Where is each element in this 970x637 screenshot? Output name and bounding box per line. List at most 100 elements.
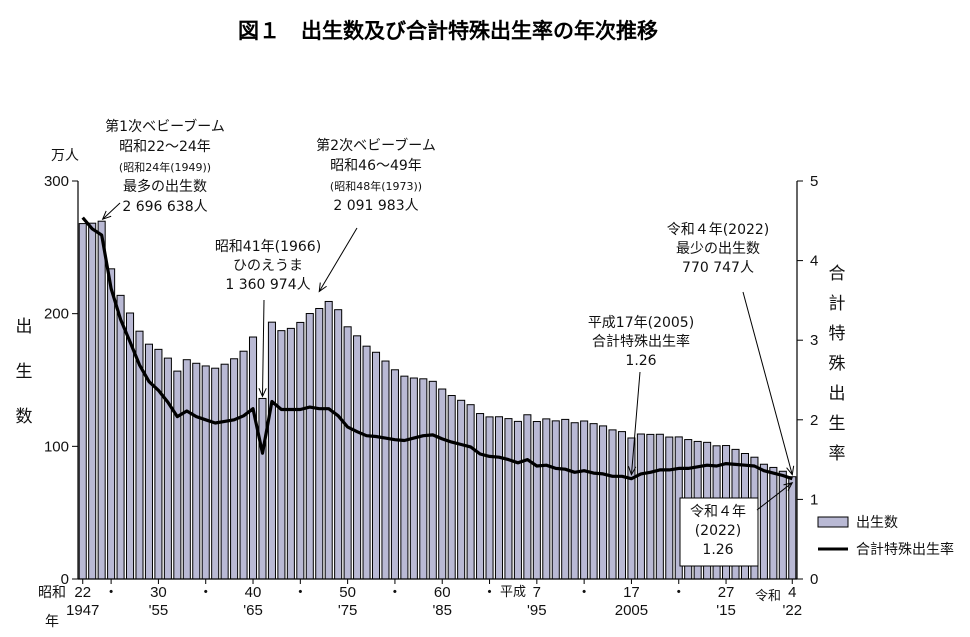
y-left-tick-label: 300 (44, 173, 69, 190)
bar-1999 (570, 422, 579, 580)
bar-1958 (182, 359, 191, 580)
bar-1961 (211, 367, 220, 580)
annotation-r4box: 令和４年 (2022) 1.26 (679, 497, 759, 567)
bar-2002 (599, 425, 608, 580)
y-right-tick-label: 5 (810, 173, 818, 190)
annotation-line: (昭和48年(1973)) (330, 179, 422, 193)
y-left-label-char: 生 (16, 362, 33, 382)
bar-1948 (88, 222, 97, 580)
bar-1952 (126, 312, 135, 580)
y-right-label-char: 率 (829, 444, 846, 464)
y-left-tick-label: 0 (61, 571, 69, 588)
annotation-line: 2 696 638人 (122, 199, 207, 215)
annotation-line: 令和４年 (690, 504, 746, 520)
bar-1966 (258, 397, 267, 580)
bar-2020 (769, 466, 778, 580)
annotation-line: 1 360 974人 (225, 277, 310, 293)
bar-1995 (532, 421, 541, 580)
y-right-label-char: 計 (829, 294, 846, 314)
arrow-head (101, 210, 112, 221)
era-heisei: 平成 (500, 585, 526, 600)
x-tick-label-era: ・ (671, 584, 686, 601)
arrow-head (318, 282, 327, 293)
bar-1963 (230, 358, 239, 580)
bar-1951 (116, 294, 125, 580)
bar-1959 (192, 362, 201, 580)
bar-1947 (78, 223, 87, 580)
x-tick-label-year: '22 (782, 602, 802, 619)
bar-1996 (542, 418, 551, 580)
y-right-label-char: 特 (829, 324, 846, 344)
annotation-line: 1.26 (625, 353, 656, 369)
bar-2004 (617, 431, 627, 580)
annotation-line: 合計特殊出生率 (592, 333, 690, 350)
bar-1971 (305, 313, 314, 580)
bar-1955 (154, 348, 163, 580)
birth-bars (78, 220, 797, 580)
y-left-tick-label: 200 (44, 306, 69, 323)
bar-1993 (513, 420, 522, 580)
bar-2009 (665, 436, 674, 580)
bar-1970 (296, 321, 305, 580)
bar-1975 (343, 326, 352, 580)
x-tick-label-era: 50 (339, 584, 356, 601)
y-right-label-char: 合 (829, 264, 846, 284)
y-right-label-char: 出 (829, 384, 846, 404)
bar-1977 (362, 345, 371, 580)
bar-2000 (580, 420, 589, 580)
annotation-line: 平成17年(2005) (588, 315, 694, 331)
y-right-tick-label: 1 (810, 491, 818, 508)
annotation-line: 令和４年(2022) (667, 222, 770, 238)
bar-1991 (494, 416, 504, 580)
bar-2005 (627, 437, 636, 580)
tfr-line (81, 216, 793, 481)
y-left-label-char: 出 (16, 317, 33, 337)
annotation-line: 2 091 983人 (333, 198, 418, 214)
annotation-line: 1.26 (702, 542, 733, 558)
x-tick-label-era: 40 (245, 584, 262, 601)
x-tick-label-era: 7 (533, 584, 541, 601)
chart-title: 図１ 出生数及び合計特殊出生率の年次推移 (238, 19, 658, 43)
bar-1984 (428, 380, 437, 580)
x-tick-label-year: '65 (243, 602, 263, 619)
bar-1957 (173, 370, 182, 580)
bar-1979 (381, 360, 390, 580)
bar-1980 (390, 369, 399, 580)
bar-1983 (419, 378, 428, 580)
x-tick-label-era: ・ (482, 584, 497, 601)
bar-1981 (400, 375, 409, 580)
x-tick-label-year: '85 (432, 602, 452, 619)
x-tick-label-era: ・ (198, 584, 213, 601)
x-tick-label-year: '55 (149, 602, 169, 619)
x-tick-label-era: 27 (718, 584, 735, 601)
y-right-label-char: 殊 (829, 354, 846, 374)
arrow-line (102, 202, 121, 220)
bar-1950 (107, 268, 116, 580)
x-tick-label-year: 2005 (615, 602, 648, 619)
bar-1988 (466, 404, 475, 580)
bar-1987 (457, 399, 466, 580)
annotation-line: 最多の出生数 (123, 178, 207, 195)
arrow-head (627, 466, 637, 476)
x-tick-label-year: '95 (527, 602, 547, 619)
bar-1998 (561, 418, 570, 580)
legend-bar-label: 出生数 (856, 515, 898, 531)
bar-1989 (476, 413, 485, 580)
legend: 出生数 合計特殊出生率 (817, 515, 954, 558)
bar-1972 (315, 307, 324, 580)
arrow-line (756, 482, 793, 511)
bar-1990 (485, 416, 494, 580)
bar-1964 (239, 350, 248, 580)
annotation-line: 770 747人 (682, 260, 754, 276)
bar-2007 (646, 433, 655, 580)
arrow-head (258, 387, 267, 398)
bar-2006 (636, 433, 645, 580)
bar-1974 (334, 309, 343, 580)
annotation-box (679, 497, 759, 567)
bar-1986 (447, 395, 456, 580)
bar-1982 (409, 377, 418, 580)
y-left-unit: 万人 (51, 148, 79, 164)
